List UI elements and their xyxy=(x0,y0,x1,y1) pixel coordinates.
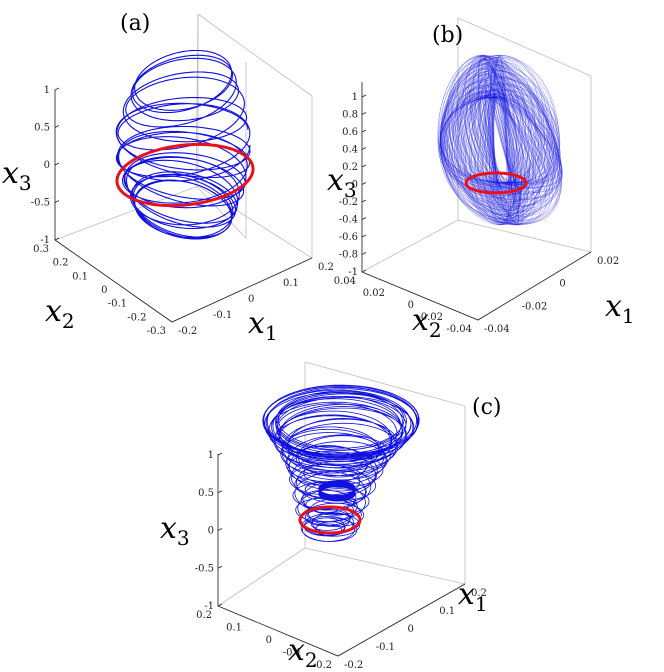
panel-a-box-frame xyxy=(54,13,313,323)
panel-c: -1 -0.5 0 0.5 1 -0.2 -0.1 0 0.1 0.2 -0.2 -0.1 0 0.1… xyxy=(160,361,502,672)
panel-b-x3-tick-label: 0.2 xyxy=(342,162,358,173)
panel-c-x3-tick-label: 1 xyxy=(208,450,214,461)
panel-b-x3-tick-label: -0.2 xyxy=(339,197,358,208)
panel-b-x3-tick-label: -0.8 xyxy=(339,250,358,261)
panel-a-x2-tick-label: 0.1 xyxy=(72,271,88,282)
panel-b-x1-label: x1 xyxy=(605,289,635,328)
panel-b-x1-tick-label: 0 xyxy=(559,279,565,290)
panel-b-x2-ticks: -0.04-0.020 0.02 0.04 xyxy=(334,276,472,335)
panel-b-x1-ticks: -0.04 -0.02 0 0.02 xyxy=(484,256,619,335)
panel-a-label: (a) xyxy=(120,11,150,36)
panel-c-blue-trajectory xyxy=(262,384,420,542)
panel-a-blue-trajectory-path xyxy=(115,49,251,240)
panel-c-x2-tick-label: 0 xyxy=(266,635,272,646)
panel-a-x2-tick-label: 0.3 xyxy=(33,244,49,255)
panel-c-x2-label: x2 xyxy=(288,633,318,672)
panel-b-x3-label: x3 xyxy=(327,163,357,202)
panel-a-x3-tick-label: 0 xyxy=(44,160,50,171)
panel-c-x1-tick-label: -0.1 xyxy=(376,642,395,653)
panel-b-x3-tick-label: 0.4 xyxy=(342,145,358,156)
panel-c-x3-tick-label: 0.5 xyxy=(198,488,214,499)
panel-c-x1-tick-label: 0.2 xyxy=(471,588,487,599)
panel-c-x1-label: x1 xyxy=(458,577,488,616)
panel-c-x3-tick-label: -1 xyxy=(204,601,214,612)
panel-b-x2-tick-label: 0 xyxy=(408,300,414,311)
panel-c-x2-tick-label: 0.1 xyxy=(226,623,242,634)
panel-b-red-orbit-path xyxy=(464,171,528,195)
panel-c-x1-tick-label: 0.1 xyxy=(439,606,455,617)
panel-b-blue-trajectory xyxy=(437,54,563,226)
panel-c-box-frame xyxy=(217,361,467,657)
panel-b-x2-label: x2 xyxy=(412,303,442,342)
panel-c-x3-tick-label: 0 xyxy=(208,526,214,537)
panel-b-red-orbit xyxy=(464,171,528,195)
panel-b-x3-ticks: -1 -0.8 -0.6 -0.4 -0.2 0 0.2 0.4 0.6 0.8 1 xyxy=(339,92,367,278)
panel-b-x3-tick-label: 1 xyxy=(352,92,358,103)
panel-c-x2-tick-label: -0.1 xyxy=(283,648,302,659)
panel-a-x2-tick-label: 0 xyxy=(101,285,107,296)
panel-c-x2-tick-label: -0.2 xyxy=(313,660,332,671)
panel-b-label: (b) xyxy=(432,23,463,48)
panel-b-x2-tick-label: 0.04 xyxy=(334,276,356,287)
panel-c-red-orbit-path xyxy=(298,505,362,535)
panel-a-x3-tick-label: 1 xyxy=(44,85,50,96)
panel-a-blue-trajectory xyxy=(115,49,251,240)
panel-c-x2-ticks: -0.2 -0.1 0 0.1 0.2 xyxy=(196,610,332,671)
panel-a-x1-tick-label: 0.1 xyxy=(283,278,299,289)
panel-a-x3-ticks: -1 -0.5 0 0.5 1 xyxy=(31,85,60,246)
panel-a-x2-tick-label: -0.1 xyxy=(108,299,127,310)
panel-b-x3-tick-label: -0.6 xyxy=(339,232,358,243)
panel-b-blue-trajectory-path xyxy=(437,54,563,226)
panel-b-x1-tick-label: -0.02 xyxy=(522,301,548,312)
panel-a-red-orbit xyxy=(115,142,255,208)
panel-c-x3-ticks: -1 -0.5 0 0.5 1 xyxy=(195,450,223,612)
panel-a-x2-tick-label: -0.2 xyxy=(127,312,146,323)
panel-c-blue-trajectory-path xyxy=(262,384,420,542)
panel-c-x1-ticks: -0.2 -0.1 0 0.1 0.2 xyxy=(344,588,487,671)
panel-b-x2-tick-label: -0.04 xyxy=(446,324,472,335)
panel-b-x3-tick-label: -0.4 xyxy=(339,215,358,226)
panel-a-x2-tick-label: -0.3 xyxy=(147,326,166,337)
panel-a-x3-tick-label: 0.5 xyxy=(34,123,50,134)
panel-a-x2-ticks: -0.3-0.2-0.10 0.10.2 0.3 xyxy=(33,244,166,337)
panel-c-x3-tick-label: -0.5 xyxy=(195,563,214,574)
panel-a-x3-tick-label: -0.5 xyxy=(31,198,50,209)
panel-a-x1-tick-label: 0 xyxy=(248,294,254,305)
panel-a-x2-tick-label: 0.2 xyxy=(53,258,69,269)
panel-a-x1-ticks: -0.2 -0.1 0 0.1 0.2 xyxy=(178,262,334,337)
panel-a-x1-tick-label: -0.1 xyxy=(213,310,232,321)
panel-c-x2-tick-label: 0.2 xyxy=(196,610,212,621)
panel-b-x2-tick-label: 0.02 xyxy=(363,288,385,299)
panel-b-x2-tick-label: -0.02 xyxy=(417,312,443,323)
panel-a-x3-tick-label: -1 xyxy=(40,235,50,246)
panel-b-x3-tick-label: -1 xyxy=(348,267,358,278)
panel-a-x1-tick-label: -0.2 xyxy=(178,326,197,337)
panel-b-x3-tick-label: 0.8 xyxy=(342,110,358,121)
panel-c-blue-neck-path xyxy=(318,480,356,502)
panel-a-x1-label: x1 xyxy=(248,306,278,345)
panel-b-x1-tick-label: 0.02 xyxy=(597,256,619,267)
panel-c-x3-label: x3 xyxy=(160,511,190,550)
panel-c-label: (c) xyxy=(472,395,502,420)
panel-c-x1-tick-label: 0 xyxy=(408,624,414,635)
panel-b: -1-0.8-0.6-0.4-0.200.20.40.60.81 -0.04-0… xyxy=(327,17,635,342)
panel-c-red-orbit xyxy=(298,505,362,535)
panel-a-x3-label: x3 xyxy=(2,156,32,195)
panel-a: -1-0.500.51 -0.3-0.2-0.100.10.20.3 -0.2-… xyxy=(2,11,334,345)
panel-b-x3-tick-label: 0.6 xyxy=(342,127,358,138)
panel-a-x1-tick-label: 0.2 xyxy=(318,262,334,273)
panel-b-x3-tick-label: 0 xyxy=(352,180,358,191)
panel-b-x1-tick-label: -0.04 xyxy=(484,324,510,335)
panel-c-x1-tick-label: -0.2 xyxy=(344,660,363,671)
panel-a-x2-label: x2 xyxy=(45,294,75,333)
panel-a-red-orbit-path xyxy=(115,142,255,208)
